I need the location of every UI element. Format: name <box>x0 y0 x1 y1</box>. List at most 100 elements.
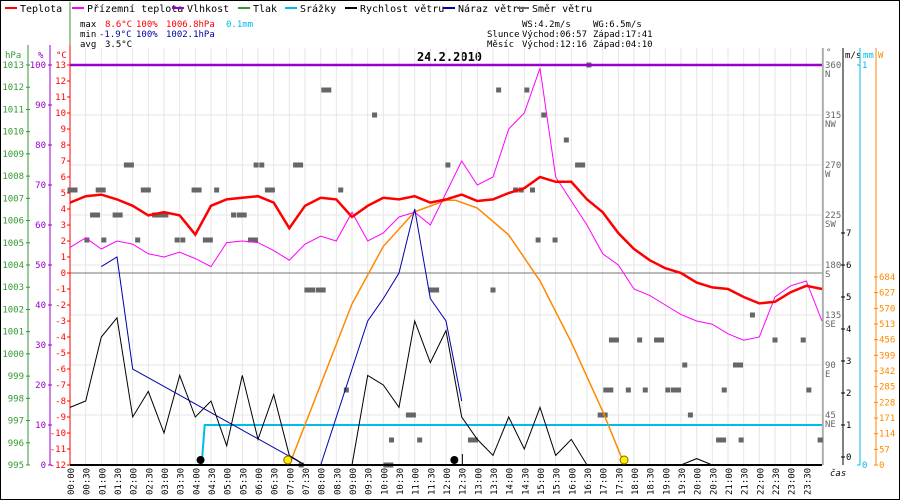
temperature-tick-label: -4 <box>55 333 66 343</box>
wind-direction-point <box>264 187 275 193</box>
x-tick-label: 16:30 <box>584 468 594 495</box>
wind-direction-point <box>608 337 619 343</box>
pressure-tick-label: 1009 <box>2 150 24 160</box>
wind-direction-point <box>180 237 186 243</box>
wind-direction-point <box>654 337 665 343</box>
x-tick-label: 07:30 <box>302 468 312 495</box>
wind-direction-point <box>343 387 349 393</box>
legend-label: Tlak <box>253 4 277 15</box>
solar-tick-label: 0 <box>879 461 884 471</box>
wind-direction-point <box>231 212 237 218</box>
wind-direction-point <box>214 187 220 193</box>
solar-tick-label: 513 <box>879 320 895 330</box>
temperature-unit: °C <box>56 51 67 61</box>
wind-direction-point <box>434 287 440 293</box>
temperature-tick-label: 4 <box>61 205 66 215</box>
legend-label: Rychlost větru <box>360 3 444 15</box>
wind-direction-point <box>191 187 202 193</box>
legend-swatch <box>238 7 250 9</box>
x-tick-label: 00:30 <box>83 468 93 495</box>
pressure-tick-label: 998 <box>8 394 24 404</box>
x-tick-label: 17:00 <box>600 468 610 495</box>
direction-tick-label: 270 <box>825 161 841 171</box>
temperature-tick-label: -12 <box>50 461 66 471</box>
wind-direction-point <box>310 287 316 293</box>
stats-min-press: 1002.1hPa <box>166 30 215 40</box>
solar-line <box>288 199 626 466</box>
x-tick-label: 23:30 <box>803 468 813 495</box>
temperature-tick-label: 11 <box>55 93 66 103</box>
wind-direction-point <box>174 237 180 243</box>
x-tick-label: 00:00 <box>67 468 77 495</box>
legend-label: Přízemní teplota <box>87 3 183 15</box>
wind-direction-point <box>202 237 213 243</box>
wind-direction-point <box>247 237 258 243</box>
legend-swatch <box>443 7 455 9</box>
stats-avg-temp: 3.5°C <box>105 40 132 50</box>
wind-tick-label: 3 <box>846 357 851 367</box>
temperature-tick-label: 9 <box>61 125 66 135</box>
x-tick-label: 12:30 <box>459 468 469 495</box>
wind-direction-point <box>321 87 332 93</box>
x-tick-label: 20:00 <box>694 468 704 495</box>
stats-max-label: max <box>80 20 97 30</box>
solar-tick-label: 57 <box>879 445 890 455</box>
x-tick-label: 11:30 <box>427 468 437 495</box>
stats-min-label: min <box>80 30 96 40</box>
pressure-tick-label: 995 <box>8 461 24 471</box>
wind-direction-point <box>535 237 541 243</box>
wind-direction-point <box>293 162 304 168</box>
x-tick-label: 23:00 <box>788 468 798 495</box>
wind-direction-point <box>575 162 586 168</box>
temperature-line <box>69 175 823 305</box>
wind-direction-point <box>772 337 778 343</box>
wind-direction-point <box>721 387 727 393</box>
x-tick-label: 12:00 <box>443 468 453 495</box>
x-tick-label: 01:30 <box>114 468 124 495</box>
wind-direction-point <box>95 187 106 193</box>
rain-unit: mm <box>863 51 874 61</box>
astro-markers <box>196 454 629 465</box>
wind-speed-info: WS:4.2m/s <box>522 20 571 30</box>
direction-tick-dir: SW <box>825 220 836 230</box>
ground-temperature-line <box>69 68 823 341</box>
humidity-tick-label: 40 <box>35 301 46 311</box>
direction-tick-dir: W <box>825 170 831 180</box>
wind-direction-point <box>157 212 168 218</box>
wind-gust-info: WG:6.5m/s <box>593 20 642 30</box>
pressure-tick-label: 1007 <box>2 194 24 204</box>
wind-direction-point <box>338 187 344 193</box>
x-tick-label: 05:00 <box>224 468 234 495</box>
wind-direction-point <box>101 237 107 243</box>
direction-tick-label: 360 <box>825 61 841 71</box>
humidity-tick-label: 50 <box>35 261 46 271</box>
x-tick-label: 20:30 <box>709 468 719 495</box>
wind-direction-point <box>259 162 265 168</box>
humidity-tick-label: 20 <box>35 381 46 391</box>
x-tick-label: 01:00 <box>98 468 108 495</box>
stats-avg-label: avg <box>80 40 96 50</box>
x-tick-label: 21:30 <box>741 468 751 495</box>
wind-direction-point <box>405 412 416 418</box>
legend-swatch <box>172 7 184 9</box>
solar-tick-label: 456 <box>879 336 895 346</box>
wind-direction-point <box>135 237 141 243</box>
wind-direction-point <box>563 137 569 143</box>
x-tick-label: 02:30 <box>145 468 155 495</box>
x-tick-label: 22:30 <box>772 468 782 495</box>
temperature-tick-label: 12 <box>55 77 66 87</box>
legend: Teplota Přízemní teplota Vlhkost Tlak Srážky… <box>5 2 592 465</box>
wind-direction-point <box>428 287 439 293</box>
x-tick-label: 09:30 <box>365 468 375 495</box>
legend-label: Směr větru <box>532 3 592 15</box>
x-tick-label: 09:00 <box>349 468 359 495</box>
wind-direction-point <box>467 437 478 443</box>
pressure-tick-label: 997 <box>8 417 24 427</box>
stats-min-temp: -1.9°C <box>99 30 132 40</box>
humidity-tick-label: 90 <box>35 101 46 111</box>
wind-direction-point <box>817 437 823 443</box>
wind-direction-point <box>123 162 134 168</box>
sunrise-marker <box>283 455 293 465</box>
direction-tick-dir: N <box>825 70 830 80</box>
